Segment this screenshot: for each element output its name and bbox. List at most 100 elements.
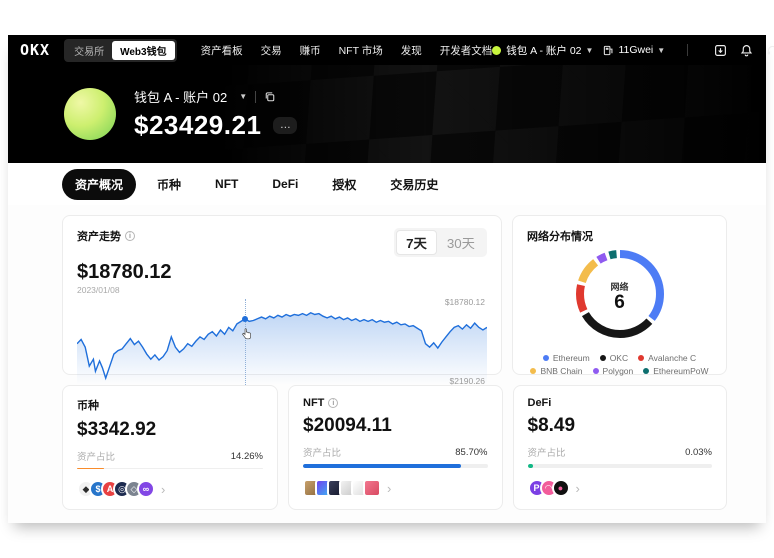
- nav-link-资产看板[interactable]: 资产看板: [200, 44, 243, 57]
- legend-label: Avalanche C: [648, 353, 697, 363]
- chevron-down-icon: ▼: [657, 45, 666, 55]
- account-label: 钱包 A - 账户 02: [506, 44, 582, 57]
- copy-address-icon[interactable]: [264, 91, 276, 103]
- asset-icon-row: P ◠ ● ›: [527, 479, 713, 497]
- asset-card-DeFi: DeFi $8.49 资产占比 0.03% P ◠ ● ›: [512, 385, 727, 510]
- ratio-bar-fill: [527, 464, 533, 468]
- asset-card-title: 币种: [77, 397, 263, 413]
- legend-label: OKC: [609, 353, 629, 363]
- legend-item-EthereumPoW: EthereumPoW: [643, 366, 709, 376]
- chevron-right-icon[interactable]: ›: [161, 481, 166, 497]
- tab-币种[interactable]: 币种: [157, 177, 182, 192]
- asset-icon-row: ›: [303, 479, 488, 497]
- chevron-right-icon[interactable]: ›: [575, 480, 580, 496]
- nav-link-赚币[interactable]: 赚币: [299, 44, 321, 57]
- defi-proto-3-icon[interactable]: ●: [551, 479, 570, 497]
- more-actions-button[interactable]: …: [273, 117, 298, 134]
- tab-资产概况[interactable]: 资产概况: [62, 168, 137, 200]
- chart-hover-dot: [242, 315, 249, 322]
- chart-max-label: $18780.12: [444, 297, 485, 307]
- network-card-title: 网络分布情况: [527, 231, 593, 243]
- ratio-percent: 14.26%: [230, 450, 263, 462]
- polygon-icon[interactable]: ∞: [137, 480, 155, 498]
- chart-crosshair: [245, 299, 247, 385]
- okx-logo[interactable]: OKX: [20, 41, 51, 59]
- donut-center-label: 网络: [610, 282, 629, 293]
- nav-right: 钱包 A - 账户 02 ▼ 11Gwei ▼: [492, 43, 774, 58]
- checker-fade-overlay: [8, 65, 766, 163]
- asset-card-币种: 币种 $3342.92 资产占比 14.26% ◆ $ A ◎ ◇ ∞ ›: [62, 385, 278, 510]
- legend-item-OKC: OKC: [599, 353, 629, 363]
- trend-current-date: 2023/01/08: [77, 285, 120, 295]
- ratio-bar: [303, 464, 488, 468]
- asset-card-title-text: DeFi: [527, 397, 552, 409]
- bell-icon[interactable]: [740, 44, 753, 57]
- ratio-row: 资产占比 14.26%: [77, 449, 263, 464]
- asset-card-value: $3342.92: [77, 419, 157, 440]
- legend-item-Avalanche C: Avalanche C: [638, 353, 696, 363]
- download-app-icon[interactable]: [714, 44, 727, 57]
- nav-link-发现[interactable]: 发现: [400, 44, 422, 57]
- asset-card-NFT: NFT i $20094.11 资产占比 85.70% ›: [288, 385, 503, 510]
- info-icon[interactable]: i: [328, 398, 339, 408]
- exchange-wallet-toggle: 交易所 Web3钱包: [64, 38, 177, 62]
- nav-link-开发者文档[interactable]: 开发者文档: [439, 44, 493, 57]
- gas-price-selector[interactable]: 11Gwei ▼: [603, 44, 665, 56]
- nav-link-NFT市场[interactable]: NFT 市场: [338, 44, 383, 57]
- range-button-30天[interactable]: 30天: [437, 230, 485, 255]
- ratio-percent: 85.70%: [455, 446, 488, 458]
- legend-label: Polygon: [602, 366, 634, 376]
- network-distribution-card: 网络分布情况 网络 6 Ethereum OKC Avalanche C BNB Ch…: [512, 215, 727, 376]
- ratio-bar: [77, 468, 263, 469]
- chevron-down-icon[interactable]: ▼: [239, 92, 248, 101]
- nft-thumb-6[interactable]: [363, 479, 381, 497]
- asset-card-title: NFT i: [303, 397, 488, 409]
- trend-line-chart[interactable]: $18780.12 $2190.26: [77, 297, 487, 386]
- legend-item-BNB Chain: BNB Chain: [530, 366, 583, 376]
- chevron-right-icon[interactable]: ›: [387, 480, 392, 496]
- tab-授权[interactable]: 授权: [332, 177, 357, 192]
- legend-dot: [592, 368, 599, 374]
- wallet-header: 钱包 A - 账户 02 ▼ $23429.21 …: [8, 65, 766, 163]
- tab-NFT[interactable]: NFT: [215, 177, 239, 191]
- gas-price-label: 11Gwei: [618, 44, 654, 56]
- mouse-cursor-hand: [242, 328, 252, 340]
- ratio-bar-fill: [77, 468, 104, 469]
- okx-web3-wallet-window: OKX 交易所 Web3钱包 资产看板 交易 赚币 NFT 市场 发现 开发者文档 钱包 …: [8, 35, 774, 523]
- ratio-label: 资产占比: [77, 452, 116, 463]
- toggle-exchange[interactable]: 交易所: [74, 46, 105, 58]
- donut-segment-OKC: [575, 250, 664, 338]
- legend-label: EthereumPoW: [653, 366, 709, 376]
- account-status-dot: [492, 45, 502, 55]
- account-selector[interactable]: 钱包 A - 账户 02 ▼: [492, 43, 593, 58]
- tab-DeFi[interactable]: DeFi: [272, 177, 299, 191]
- legend-label: Ethereum: [552, 353, 590, 363]
- tab-交易历史[interactable]: 交易历史: [390, 177, 439, 192]
- section-tabbar: 资产概况 币种 NFT DeFi 授权 交易历史: [8, 163, 766, 205]
- total-balance: $23429.21: [134, 110, 262, 140]
- ratio-row: 资产占比 85.70%: [303, 445, 488, 460]
- range-button-7天[interactable]: 7天: [396, 230, 437, 255]
- header-divider: [255, 90, 257, 103]
- chart-min-label: $2190.26: [449, 376, 485, 386]
- wallet-avatar[interactable]: [64, 88, 116, 140]
- legend-dot: [643, 368, 650, 374]
- donut-segment-Avalanche C: [575, 250, 664, 338]
- nav-link-交易[interactable]: 交易: [260, 44, 282, 57]
- ratio-label: 资产占比: [527, 448, 566, 459]
- legend-dot: [638, 355, 645, 361]
- nav-links: 资产看板 交易 赚币 NFT 市场 发现 开发者文档: [201, 43, 493, 58]
- toggle-web3-wallet[interactable]: Web3钱包: [112, 40, 175, 60]
- nav-divider: [687, 44, 689, 56]
- legend-item-Polygon: Polygon: [592, 366, 634, 376]
- wallet-name: 钱包 A - 账户 02: [134, 90, 228, 105]
- info-icon[interactable]: i: [125, 231, 135, 241]
- network-donut-chart[interactable]: 网络 6: [572, 246, 668, 347]
- headset-icon[interactable]: [766, 44, 774, 57]
- legend-dot: [542, 355, 549, 361]
- range-toggle: 7天 30天: [394, 228, 487, 257]
- top-navbar: OKX 交易所 Web3钱包 资产看板 交易 赚币 NFT 市场 发现 开发者文档 钱包 …: [8, 35, 774, 65]
- asset-cards-row: 币种 $3342.92 资产占比 14.26% ◆ $ A ◎ ◇ ∞ › NFT i $20094.11…: [62, 385, 727, 510]
- asset-card-value: $8.49: [527, 415, 576, 436]
- legend-dot: [530, 368, 537, 374]
